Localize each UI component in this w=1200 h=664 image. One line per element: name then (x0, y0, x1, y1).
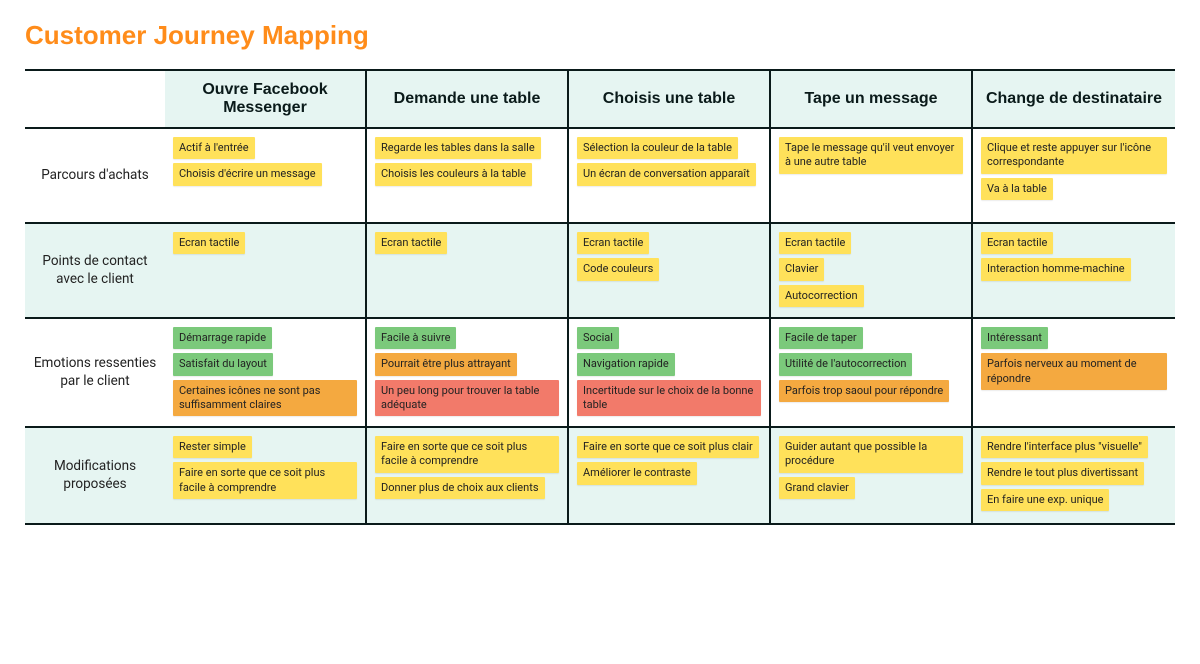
sticky-note: Clique et reste appuyer sur l'icône corr… (981, 137, 1167, 174)
sticky-note: Ecran tactile (375, 232, 447, 254)
sticky-note: Choisis les couleurs à la table (375, 163, 532, 185)
table-cell: Sélection la couleur de la table Un écran… (569, 129, 771, 224)
sticky-note: En faire une exp. unique (981, 489, 1109, 511)
table-cell: Clique et reste appuyer sur l'icône corr… (973, 129, 1175, 224)
sticky-note: Rendre l'interface plus "visuelle" (981, 436, 1148, 458)
table-cell: Social Navigation rapide Incertitude sur l… (569, 319, 771, 428)
sticky-note: Facile de taper (779, 327, 863, 349)
sticky-note: Démarrage rapide (173, 327, 272, 349)
table-cell: Guider autant que possible la procédure G… (771, 428, 973, 523)
table-cell: Faire en sorte que ce soit plus clair Amé… (569, 428, 771, 523)
table-cell: Ecran tactile (367, 224, 569, 319)
row-header: Emotions ressenties par le client (25, 319, 165, 428)
table-cell: Rester simple Faire en sorte que ce soit … (165, 428, 367, 523)
sticky-note: Social (577, 327, 619, 349)
sticky-note: Sélection la couleur de la table (577, 137, 738, 159)
table-cell: Actif à l'entrée Choisis d'écrire un mess… (165, 129, 367, 224)
sticky-note: Faire en sorte que ce soit plus facile à… (375, 436, 559, 473)
row-header: Parcours d'achats (25, 129, 165, 224)
col-header: Ouvre Facebook Messenger (165, 71, 367, 129)
sticky-note: Ecran tactile (779, 232, 851, 254)
sticky-note: Grand clavier (779, 477, 855, 499)
journey-table: Ouvre Facebook Messenger Demande une tab… (25, 69, 1175, 525)
col-header: Change de destinataire (973, 71, 1175, 129)
sticky-note: Actif à l'entrée (173, 137, 255, 159)
table-cell: Facile de taper Utilité de l'autocorrecti… (771, 319, 973, 428)
sticky-note: Facile à suivre (375, 327, 456, 349)
col-header: Demande une table (367, 71, 569, 129)
sticky-note: Navigation rapide (577, 353, 675, 375)
table-cell: Facile à suivre Pourrait être plus attray… (367, 319, 569, 428)
table-cell: Démarrage rapide Satisfait du layout Certa… (165, 319, 367, 428)
table-cell: Ecran tactile (165, 224, 367, 319)
sticky-note: Intéressant (981, 327, 1048, 349)
sticky-note: Va à la table (981, 178, 1053, 200)
sticky-note: Rendre le tout plus divertissant (981, 462, 1144, 484)
sticky-note: Un peu long pour trouver la table adéqua… (375, 380, 559, 417)
sticky-note: Parfois nerveux au moment de répondre (981, 353, 1167, 390)
page-title: Customer Journey Mapping (25, 20, 1175, 51)
sticky-note: Faire en sorte que ce soit plus clair (577, 436, 759, 458)
sticky-note: Satisfait du layout (173, 353, 273, 375)
sticky-note: Code couleurs (577, 258, 659, 280)
sticky-note: Guider autant que possible la procédure (779, 436, 963, 473)
sticky-note: Donner plus de choix aux clients (375, 477, 545, 499)
sticky-note: Regarde les tables dans la salle (375, 137, 541, 159)
row-header: Modifications proposées (25, 428, 165, 523)
sticky-note: Faire en sorte que ce soit plus facile à… (173, 462, 357, 499)
sticky-note: Un écran de conversation apparaît (577, 163, 756, 185)
table-cell: Rendre l'interface plus "visuelle" Rendre… (973, 428, 1175, 523)
table-cell: Tape le message qu'il veut envoyer à une… (771, 129, 973, 224)
sticky-note: Clavier (779, 258, 824, 280)
sticky-note: Améliorer le contraste (577, 462, 697, 484)
table-cell: Regarde les tables dans la salle Choisis … (367, 129, 569, 224)
sticky-note: Parfois trop saoul pour répondre (779, 380, 949, 402)
sticky-note: Rester simple (173, 436, 252, 458)
table-cell: Faire en sorte que ce soit plus facile à… (367, 428, 569, 523)
table-corner (25, 71, 165, 129)
row-header: Points de contact avec le client (25, 224, 165, 319)
table-cell: Intéressant Parfois nerveux au moment de … (973, 319, 1175, 428)
sticky-note: Ecran tactile (981, 232, 1053, 254)
sticky-note: Choisis d'écrire un message (173, 163, 322, 185)
sticky-note: Autocorrection (779, 285, 864, 307)
sticky-note: Ecran tactile (577, 232, 649, 254)
sticky-note: Certaines icônes ne sont pas suffisammen… (173, 380, 357, 417)
sticky-note: Pourrait être plus attrayant (375, 353, 517, 375)
sticky-note: Utilité de l'autocorrection (779, 353, 912, 375)
table-cell: Ecran tactile Code couleurs (569, 224, 771, 319)
table-cell: Ecran tactile Clavier Autocorrection (771, 224, 973, 319)
sticky-note: Tape le message qu'il veut envoyer à une… (779, 137, 963, 174)
col-header: Tape un message (771, 71, 973, 129)
col-header: Choisis une table (569, 71, 771, 129)
sticky-note: Ecran tactile (173, 232, 245, 254)
sticky-note: Interaction homme-machine (981, 258, 1131, 280)
sticky-note: Incertitude sur le choix de la bonne tab… (577, 380, 761, 417)
table-cell: Ecran tactile Interaction homme-machine (973, 224, 1175, 319)
